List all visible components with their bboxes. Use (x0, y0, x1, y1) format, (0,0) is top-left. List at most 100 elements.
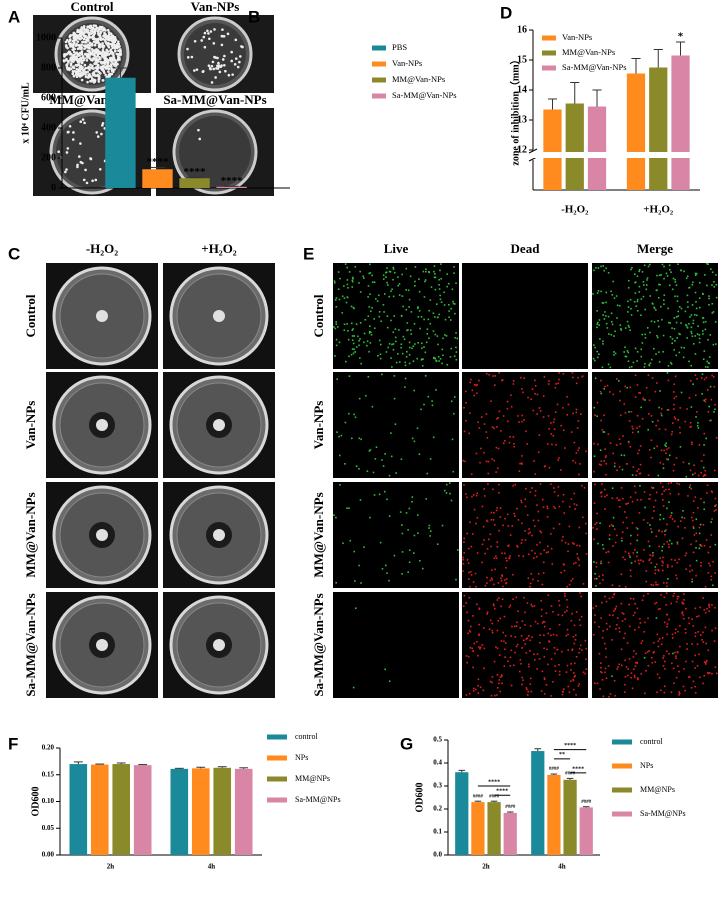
cell (378, 316, 380, 318)
cell (599, 653, 601, 655)
cell (471, 496, 473, 498)
cell (704, 470, 706, 472)
cell (586, 553, 588, 555)
cell (349, 540, 351, 542)
cell (477, 685, 479, 687)
cell (393, 331, 395, 333)
cell (561, 540, 563, 542)
cell (603, 696, 605, 698)
cell (513, 664, 515, 666)
cell (626, 517, 628, 519)
cell (708, 572, 710, 574)
cell (679, 692, 681, 694)
cell (533, 460, 535, 462)
cell (531, 487, 533, 489)
colony (82, 118, 85, 121)
cell (618, 380, 620, 382)
cell (708, 610, 710, 612)
colony (72, 44, 75, 47)
cell (391, 344, 393, 346)
cell (393, 315, 395, 317)
cell (411, 347, 413, 349)
cell (379, 494, 381, 496)
cell (535, 621, 537, 623)
cell (703, 467, 705, 469)
cell (671, 663, 673, 665)
cell (579, 648, 581, 650)
cell (513, 446, 515, 448)
cell (678, 333, 680, 335)
cell (692, 282, 694, 284)
cell (517, 610, 519, 612)
cell (525, 506, 527, 508)
cell (571, 620, 573, 622)
cell (546, 649, 548, 651)
cell (559, 506, 561, 508)
y-tick-label: 13 (517, 114, 527, 125)
cell (364, 319, 366, 321)
colony (104, 54, 107, 57)
cell (677, 311, 679, 313)
cell (339, 299, 341, 301)
cell (686, 643, 688, 645)
cell (701, 639, 703, 641)
cell (370, 449, 372, 451)
cell (707, 389, 709, 391)
cell (353, 353, 355, 355)
y-axis-label: OD600 (414, 783, 425, 813)
cell (688, 463, 690, 465)
cell (574, 625, 576, 627)
cell (499, 691, 501, 693)
cell (562, 407, 564, 409)
cell (604, 508, 606, 510)
cell (602, 574, 604, 576)
cell (649, 498, 651, 500)
cell (544, 679, 546, 681)
cell (685, 311, 687, 313)
cell (409, 347, 411, 349)
cell (693, 526, 695, 528)
cell (452, 288, 454, 290)
cell (503, 415, 505, 417)
cell (624, 386, 626, 388)
cell (697, 665, 699, 667)
cell (356, 465, 358, 467)
cell (417, 342, 419, 344)
cell (659, 638, 661, 640)
cell (663, 335, 665, 337)
cell (427, 328, 429, 330)
cell (624, 346, 626, 348)
cell (358, 282, 360, 284)
cell (546, 612, 548, 614)
cell (566, 635, 568, 637)
cell (708, 604, 710, 606)
cell (401, 524, 403, 526)
cell (514, 515, 516, 517)
cell (700, 524, 702, 526)
cell (628, 442, 630, 444)
cell (636, 552, 638, 554)
cell (559, 523, 561, 525)
cell (613, 610, 615, 612)
cell (409, 363, 411, 365)
cell (450, 308, 452, 310)
cell (610, 291, 612, 293)
cell (521, 684, 523, 686)
cell (372, 281, 374, 283)
colony (87, 46, 90, 49)
cell (551, 548, 553, 550)
colony (72, 73, 75, 76)
cell (580, 413, 582, 415)
cell (634, 273, 636, 275)
cell (397, 285, 399, 287)
colony (75, 73, 78, 76)
cell (628, 411, 630, 413)
colony (77, 47, 80, 50)
bar (588, 107, 606, 191)
cell (611, 312, 613, 314)
micrograph (462, 263, 588, 369)
cell (672, 653, 674, 655)
colony (213, 28, 216, 31)
cell (501, 553, 503, 555)
cell (711, 303, 713, 305)
